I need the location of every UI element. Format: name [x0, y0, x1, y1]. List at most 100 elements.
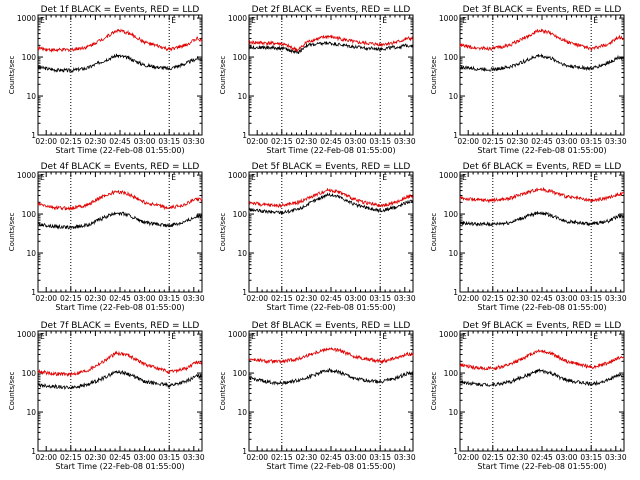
x-axis-label: Start Time (22-Feb-08 01:55:00)	[477, 146, 606, 155]
lld-series-line	[248, 346, 414, 365]
x-tick-label: 02:45	[531, 137, 553, 146]
x-tick-label: 02:45	[109, 137, 131, 146]
y-tick-label: 100	[444, 369, 459, 378]
x-tick-label: 02:15	[271, 294, 293, 303]
x-axis-label: Start Time (22-Feb-08 01:55:00)	[477, 462, 606, 471]
chart-title: Det 1f BLACK = Events, RED = LLD	[41, 5, 200, 15]
x-tick-label: 02:00	[457, 137, 479, 146]
chart-panel-2: Det 2f BLACK = Events, RED = LLD 1 10 100 10…	[219, 5, 416, 155]
x-tick-label: 02:45	[531, 453, 553, 462]
y-tick-label: 10	[26, 92, 36, 101]
y-tick-label: 1000	[439, 14, 458, 23]
y-tick-label: 1	[31, 447, 36, 456]
chart-panel-1: Det 1f BLACK = Events, RED = LLD 1 10 100 10…	[8, 5, 205, 155]
y-tick-label: 1000	[228, 14, 247, 23]
time-marker-label-left: E	[40, 332, 45, 341]
time-marker-label-right: E	[593, 332, 598, 341]
time-marker-label-right: E	[382, 16, 387, 25]
chart-panel-6: Det 6f BLACK = Events, RED = LLD 1 10 100 10…	[430, 162, 627, 312]
lld-series-line	[248, 188, 414, 209]
y-tick-label: 10	[448, 408, 458, 417]
chart-panel-5: Det 5f BLACK = Events, RED = LLD 1 10 100 10…	[219, 162, 416, 312]
x-tick-label: 02:00	[246, 137, 268, 146]
x-axis-label: Start Time (22-Feb-08 01:55:00)	[266, 303, 395, 312]
x-tick-label: 02:30	[507, 137, 529, 146]
chart-title: Det 6f BLACK = Events, RED = LLD	[463, 162, 622, 172]
time-marker-label-right: E	[171, 16, 176, 25]
x-tick-label: 03:15	[369, 453, 391, 462]
x-tick-label: 02:15	[271, 453, 293, 462]
time-marker-label-right: E	[171, 173, 176, 182]
plot-frame	[248, 14, 414, 136]
y-tick-label: 100	[444, 53, 459, 62]
x-axis-label: Start Time (22-Feb-08 01:55:00)	[477, 303, 606, 312]
y-tick-label: 10	[448, 92, 458, 101]
time-marker-label-right: E	[593, 16, 598, 25]
x-tick-label: 02:45	[531, 294, 553, 303]
events-series-line	[248, 367, 414, 386]
y-tick-label: 1	[242, 288, 247, 297]
lld-series-line	[37, 350, 202, 378]
x-tick-label: 03:30	[605, 137, 627, 146]
x-tick-label: 02:30	[85, 294, 107, 303]
chart-title: Det 5f BLACK = Events, RED = LLD	[252, 162, 411, 172]
events-series-line	[459, 368, 625, 388]
lld-series-line	[459, 28, 625, 52]
y-axis-label: Counts/sec	[219, 213, 227, 252]
chart-title: Det 9f BLACK = Events, RED = LLD	[463, 321, 622, 331]
x-tick-label: 03:15	[158, 453, 180, 462]
x-tick-label: 03:30	[394, 294, 416, 303]
x-tick-label: 03:15	[158, 294, 180, 303]
lld-series-line	[37, 189, 203, 211]
x-tick-label: 03:00	[134, 137, 156, 146]
y-tick-label: 100	[233, 369, 248, 378]
x-tick-label: 02:45	[109, 453, 131, 462]
y-axis-label: Counts/sec	[430, 213, 438, 252]
y-tick-label: 1	[453, 288, 458, 297]
events-series-line	[37, 370, 203, 390]
y-tick-label: 1000	[17, 330, 36, 339]
y-tick-label: 100	[233, 53, 248, 62]
y-tick-label: 1000	[17, 171, 36, 180]
y-axis-label: Counts/sec	[8, 213, 16, 252]
y-tick-label: 1	[242, 131, 247, 140]
time-marker-label-right: E	[593, 173, 598, 182]
plot-frame	[459, 330, 625, 452]
x-tick-label: 02:30	[85, 453, 107, 462]
events-series-line	[248, 41, 414, 55]
x-tick-label: 03:00	[556, 294, 578, 303]
x-tick-label: 02:45	[320, 137, 342, 146]
y-tick-label: 10	[237, 92, 247, 101]
x-tick-label: 03:15	[369, 137, 391, 146]
x-tick-label: 03:30	[183, 453, 205, 462]
y-tick-label: 10	[237, 249, 247, 258]
chart-title: Det 7f BLACK = Events, RED = LLD	[41, 321, 200, 331]
x-tick-label: 02:45	[320, 294, 342, 303]
plot-frame	[459, 14, 625, 136]
chart-title: Det 4f BLACK = Events, RED = LLD	[41, 162, 200, 172]
lld-series-line	[248, 34, 414, 53]
x-axis-label: Start Time (22-Feb-08 01:55:00)	[55, 146, 184, 155]
y-tick-label: 100	[22, 369, 37, 378]
x-tick-label: 02:30	[296, 294, 318, 303]
plot-frame	[37, 330, 203, 452]
x-tick-label: 03:00	[134, 294, 156, 303]
time-marker-label-left: E	[462, 332, 467, 341]
x-tick-label: 02:00	[35, 137, 57, 146]
plot-frame	[37, 171, 203, 293]
y-tick-label: 1	[31, 288, 36, 297]
lld-series-line	[37, 28, 203, 53]
y-tick-label: 10	[26, 408, 36, 417]
x-axis-label: Start Time (22-Feb-08 01:55:00)	[55, 462, 184, 471]
y-axis-label: Counts/sec	[219, 372, 227, 411]
x-tick-label: 03:30	[183, 137, 205, 146]
x-tick-label: 02:30	[85, 137, 107, 146]
time-marker-label-left: E	[462, 173, 467, 182]
x-tick-label: 03:00	[345, 137, 367, 146]
x-tick-label: 03:30	[605, 453, 627, 462]
x-tick-label: 02:30	[507, 453, 529, 462]
y-tick-label: 1000	[228, 171, 247, 180]
x-tick-label: 02:30	[296, 137, 318, 146]
y-tick-label: 10	[448, 249, 458, 258]
